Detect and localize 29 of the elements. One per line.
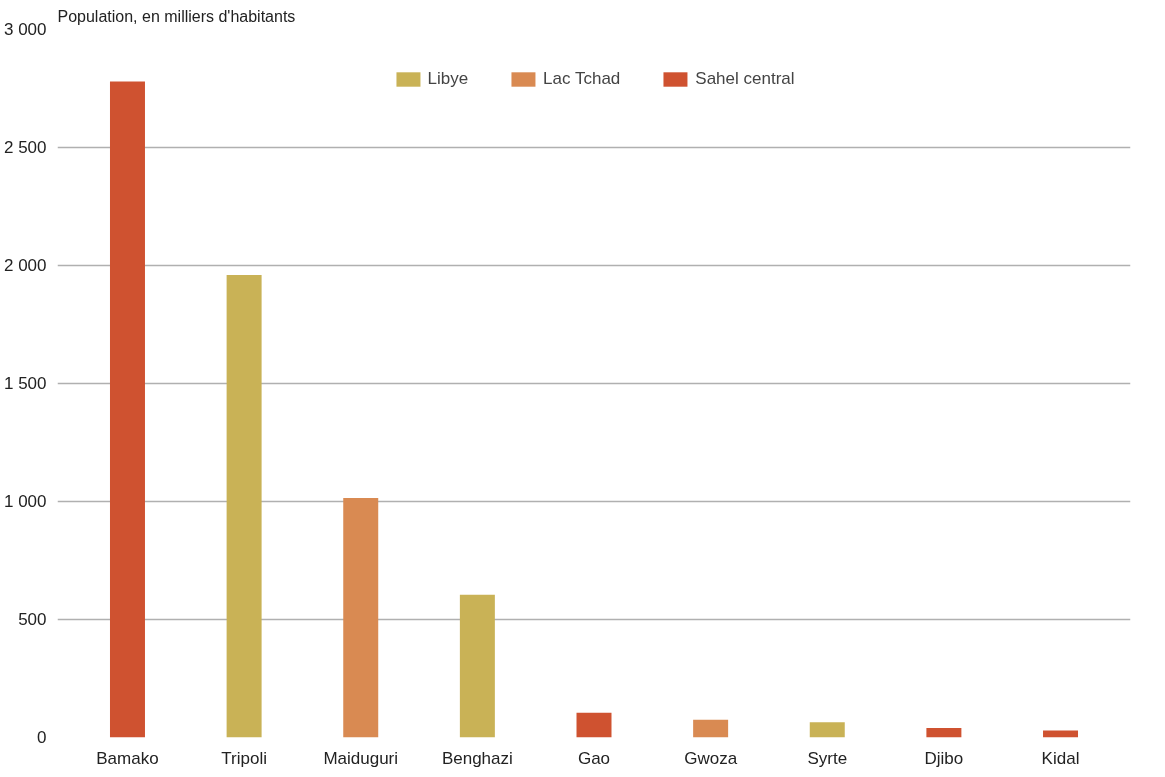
bar: [343, 497, 379, 738]
bar: [809, 722, 845, 738]
x-tick-label: Bamako: [96, 748, 159, 768]
bar: [109, 81, 145, 738]
y-tick-label: 1 500: [3, 374, 47, 393]
y-axis-title: Population, en milliers d'habitants: [57, 7, 296, 25]
bar: [226, 274, 262, 738]
x-tick-label: Djibo: [924, 748, 964, 768]
y-tick-label: 0: [37, 728, 47, 747]
bar: [1043, 730, 1079, 738]
bar: [693, 719, 729, 738]
legend-label: Libye: [427, 69, 469, 89]
x-tick-label: Syrte: [807, 748, 848, 768]
y-tick-label: 500: [18, 610, 47, 629]
bar: [576, 712, 612, 738]
bar: [459, 594, 495, 738]
x-tick-label: Gao: [577, 748, 611, 768]
y-tick-label: 2 500: [3, 138, 47, 157]
x-tick-label: Gwoza: [684, 748, 738, 768]
x-tick-label: Maiduguri: [323, 748, 399, 768]
y-tick-label: 1 000: [3, 492, 47, 511]
y-tick-label: 2 000: [3, 256, 47, 275]
x-tick-label: Tripoli: [221, 748, 267, 768]
x-tick-label: Benghazi: [441, 748, 513, 768]
y-tick-label: 3 000: [3, 20, 47, 39]
x-tick-label: Kidal: [1041, 748, 1080, 768]
bar: [926, 728, 962, 738]
legend-label: Sahel central: [695, 69, 795, 89]
legend-label: Lac Tchad: [543, 69, 621, 89]
